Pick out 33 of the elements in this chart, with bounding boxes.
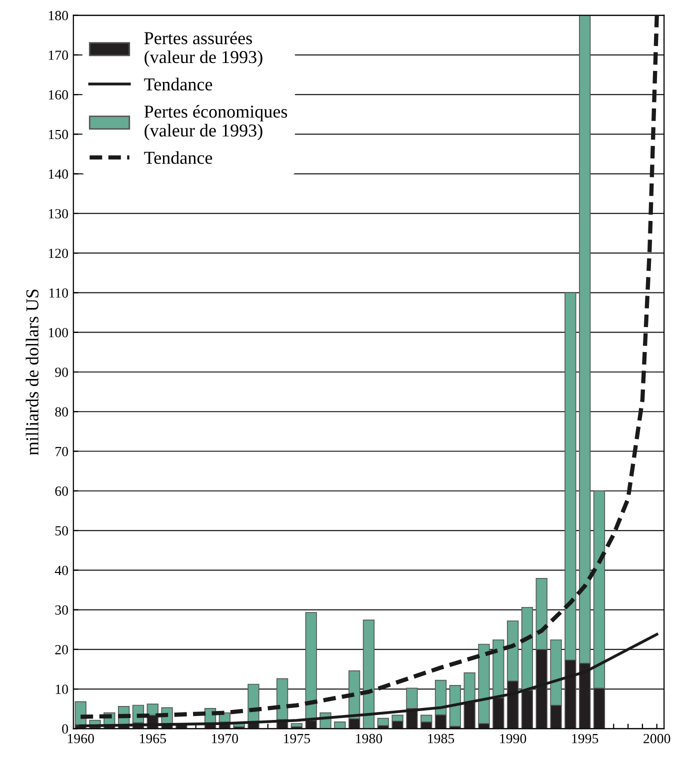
x-tick-label: 1975 bbox=[284, 734, 310, 744]
y-tick-label: 30 bbox=[55, 605, 68, 615]
y-tick-label: 110 bbox=[49, 288, 68, 298]
x-tick-label: 1970 bbox=[212, 734, 238, 744]
y-tick-label: 40 bbox=[54, 566, 68, 576]
y-tick-label: 160 bbox=[48, 90, 68, 100]
y-tick-label: 50 bbox=[55, 526, 68, 536]
y-tick-label: 10 bbox=[56, 684, 68, 694]
y-tick-label: 140 bbox=[48, 169, 68, 179]
y-tick-label: 20 bbox=[55, 644, 68, 654]
y-tick-label: 100 bbox=[48, 328, 68, 338]
y-tick-label: 150 bbox=[48, 130, 68, 140]
legend-label: Pertes économiques (valeur de 1993) bbox=[144, 104, 288, 140]
y-tick-label: 60 bbox=[55, 486, 68, 496]
legend-label: Pertes assurées (valeur de 1993) bbox=[144, 32, 262, 67]
y-tick-label: 80 bbox=[55, 407, 68, 417]
x-tick-label: 1965 bbox=[140, 734, 166, 744]
x-tick-label: 2000 bbox=[644, 734, 670, 744]
x-tick-label: 1980 bbox=[356, 734, 382, 744]
y-tick-label: 130 bbox=[48, 209, 68, 218]
x-tick-label: 1960 bbox=[68, 734, 94, 744]
x-tick-label: 1995 bbox=[572, 734, 598, 744]
x-tick-label: 1990 bbox=[500, 734, 526, 744]
legend-label: Tendance bbox=[144, 151, 212, 164]
y-tick-label: 90 bbox=[55, 368, 68, 377]
y-tick-label: 0 bbox=[62, 724, 68, 734]
y-tick-label: 70 bbox=[56, 446, 68, 456]
y-tick-label: 170 bbox=[48, 50, 68, 60]
legend-label: Tendance bbox=[144, 78, 212, 90]
y-axis-title: milliards de dollars US bbox=[26, 290, 38, 456]
x-tick-label: 1985 bbox=[428, 734, 454, 744]
y-tick-label: 180 bbox=[48, 10, 68, 20]
y-tick-label: 120 bbox=[48, 248, 68, 258]
